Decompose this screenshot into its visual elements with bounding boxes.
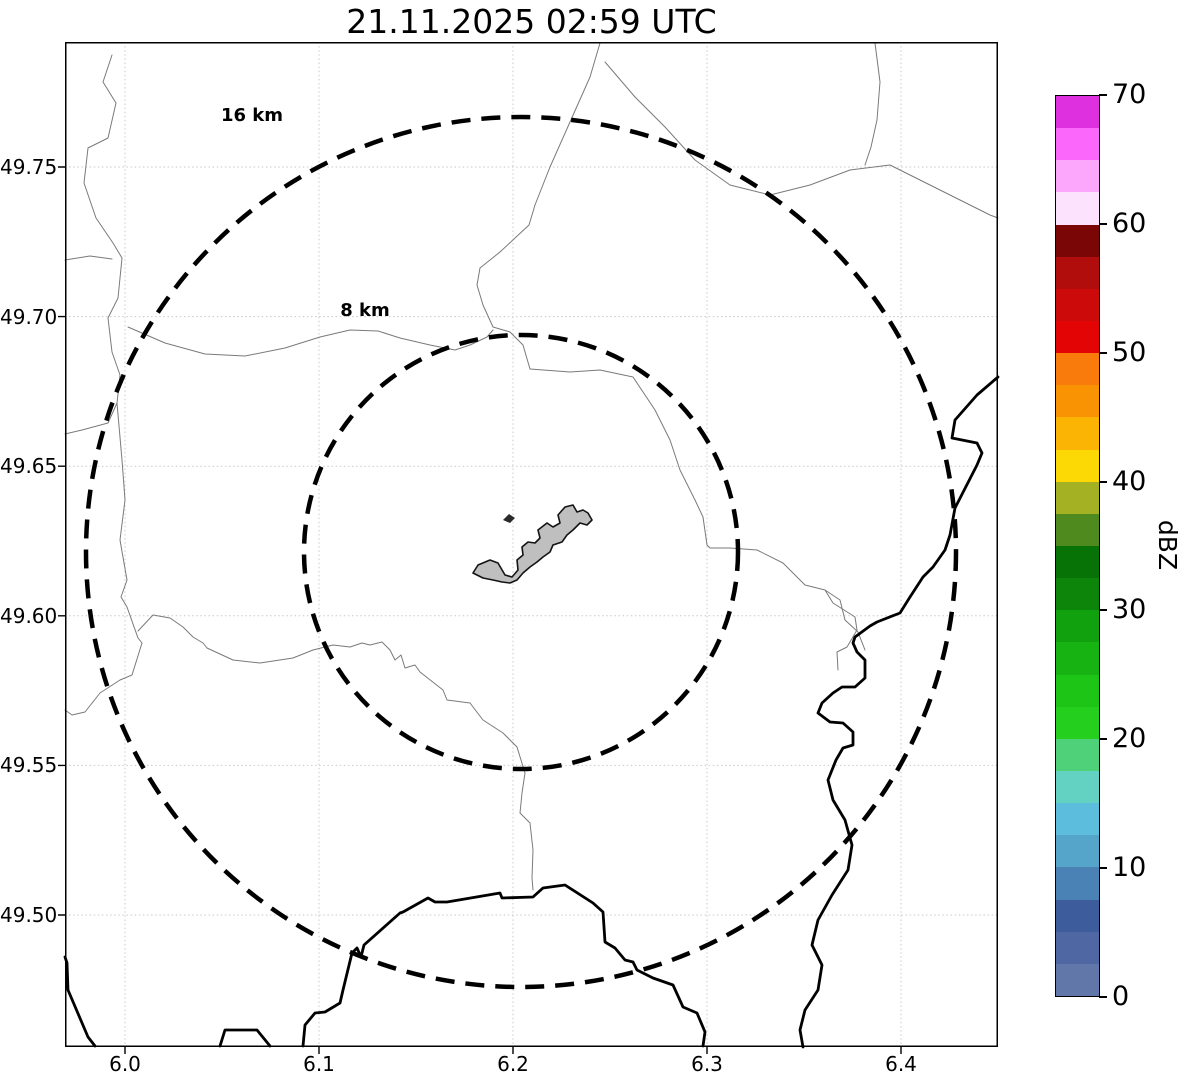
colorbar-tick-label: 40 [1112,465,1147,497]
colorbar-band [1056,963,1099,996]
colorbar-band [1056,481,1099,514]
x-tick-label: 6.1 [303,1052,335,1076]
colorbar-band [1056,320,1099,354]
colorbar-tick-mark [1099,867,1107,870]
colorbar-band [1056,578,1099,611]
colorbar-band [1056,803,1099,836]
y-tick-label: 49.55 [0,753,58,777]
range-ring-16km-label: 16 km [220,105,284,126]
x-tick-label: 6.4 [885,1052,917,1076]
y-tick-label: 49.65 [0,454,58,478]
colorbar-unit-label: dBZ [1153,519,1182,571]
colorbar-tick-label: 60 [1112,207,1147,239]
range-ring-16km [83,114,959,990]
colorbar-tick-label: 10 [1112,852,1147,884]
colorbar-tick-mark [1099,609,1107,612]
colorbar-tick-label: 20 [1112,723,1147,755]
colorbar-tick-mark [1099,996,1107,998]
colorbar-tick-label: 70 [1112,79,1147,110]
colorbar-tick-label: 50 [1112,336,1147,368]
x-tick-label: 6.2 [497,1052,529,1076]
map-plot [58,42,1000,1054]
range-ring-8km-label: 8 km [340,300,390,321]
colorbar-band [1056,545,1099,579]
colorbar-band [1056,128,1099,161]
colorbar-band [1056,642,1099,675]
page-title: 21.11.2025 02:59 UTC [346,2,717,41]
colorbar-band [1056,738,1099,771]
colorbar-tick-mark [1099,351,1107,354]
x-tick-label: 6.3 [691,1052,723,1076]
colorbar-band [1056,770,1099,804]
colorbar-band [1056,610,1099,643]
colorbar-tick-mark [1099,480,1107,483]
range-ring-8km [301,332,741,772]
colorbar-tick-mark [1099,738,1107,741]
colorbar-tick-mark [1099,222,1107,225]
colorbar-band [1056,706,1099,739]
colorbar-tick-mark [1099,94,1107,96]
colorbar-band [1056,899,1099,932]
colorbar [1055,95,1100,997]
country-border-lines [63,375,1000,1049]
colorbar-band [1056,513,1099,546]
colorbar-band [1056,160,1099,193]
airport-outline-polygon [472,504,593,584]
range-rings [83,114,959,990]
y-tick-label: 49.50 [0,903,58,927]
x-tick-label: 6.0 [109,1052,141,1076]
y-tick-label: 49.75 [0,155,58,179]
colorbar-band [1056,835,1099,868]
colorbar-band [1056,867,1099,900]
colorbar-band [1056,674,1099,707]
colorbar-band [1056,385,1099,418]
colorbar-band [1056,417,1099,450]
river-and-boundary-lines [64,42,999,891]
colorbar-ticks: 0 10 20 30 40 50 60 70 [1099,79,1188,1012]
colorbar-band [1056,192,1099,225]
colorbar-tick-label: 30 [1112,594,1147,626]
y-tick-label: 49.70 [0,305,58,329]
colorbar-band [1056,224,1099,257]
colorbar-band [1056,353,1099,386]
colorbar-band [1056,96,1099,129]
axis-tick-marks [58,166,902,1054]
colorbar-band [1056,931,1099,964]
colorbar-tick-label: 0 [1112,981,1130,1012]
axes-frame [65,42,998,1047]
colorbar-band [1056,288,1099,321]
colorbar-band [1056,449,1099,482]
colorbar-band [1056,256,1099,289]
y-tick-label: 49.60 [0,604,58,628]
airport-building-mark [503,514,515,523]
